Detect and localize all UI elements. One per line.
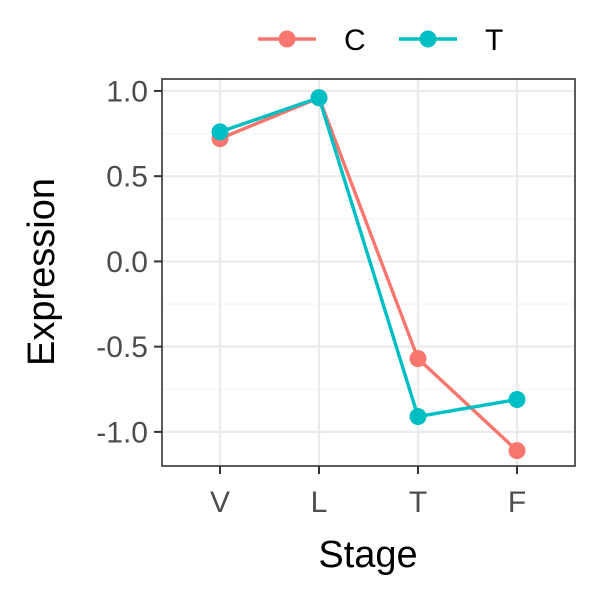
y-tick-label: 1.0 [106,75,148,108]
y-tick-label: -0.5 [96,331,148,364]
panel-border [161,78,576,467]
series-lines [219,96,519,452]
data-point-T-V [211,123,229,141]
y-tick-label: 0.0 [106,246,148,279]
legend-key-point [419,30,437,48]
x-tick-label: F [508,486,526,519]
y-axis-title: Expression [21,178,63,366]
x-tick-label: T [409,486,427,519]
series-line-C [219,96,519,452]
y-tick-label: -1.0 [96,416,148,449]
x-tick-label: L [311,486,328,519]
data-point-C-F [508,442,526,460]
legend-item-C: C [258,24,366,57]
data-point-C-T [409,350,427,368]
legend-item-T: T [399,24,503,57]
y-tick-label: 0.5 [106,161,148,194]
grid-lines [162,79,575,466]
x-tick-label: V [210,486,230,519]
legend-label: T [485,24,503,57]
data-point-T-F [508,391,526,409]
legend-label: C [344,24,366,57]
series-points [211,89,526,460]
legend-key-point [278,30,296,48]
data-point-T-L [310,89,328,107]
data-point-T-T [409,408,427,426]
series-line-T [219,96,518,419]
x-axis-title: Stage [318,534,417,576]
y-axis: 1.0 0.5 0.0 -0.5 -1.0 [96,75,162,449]
